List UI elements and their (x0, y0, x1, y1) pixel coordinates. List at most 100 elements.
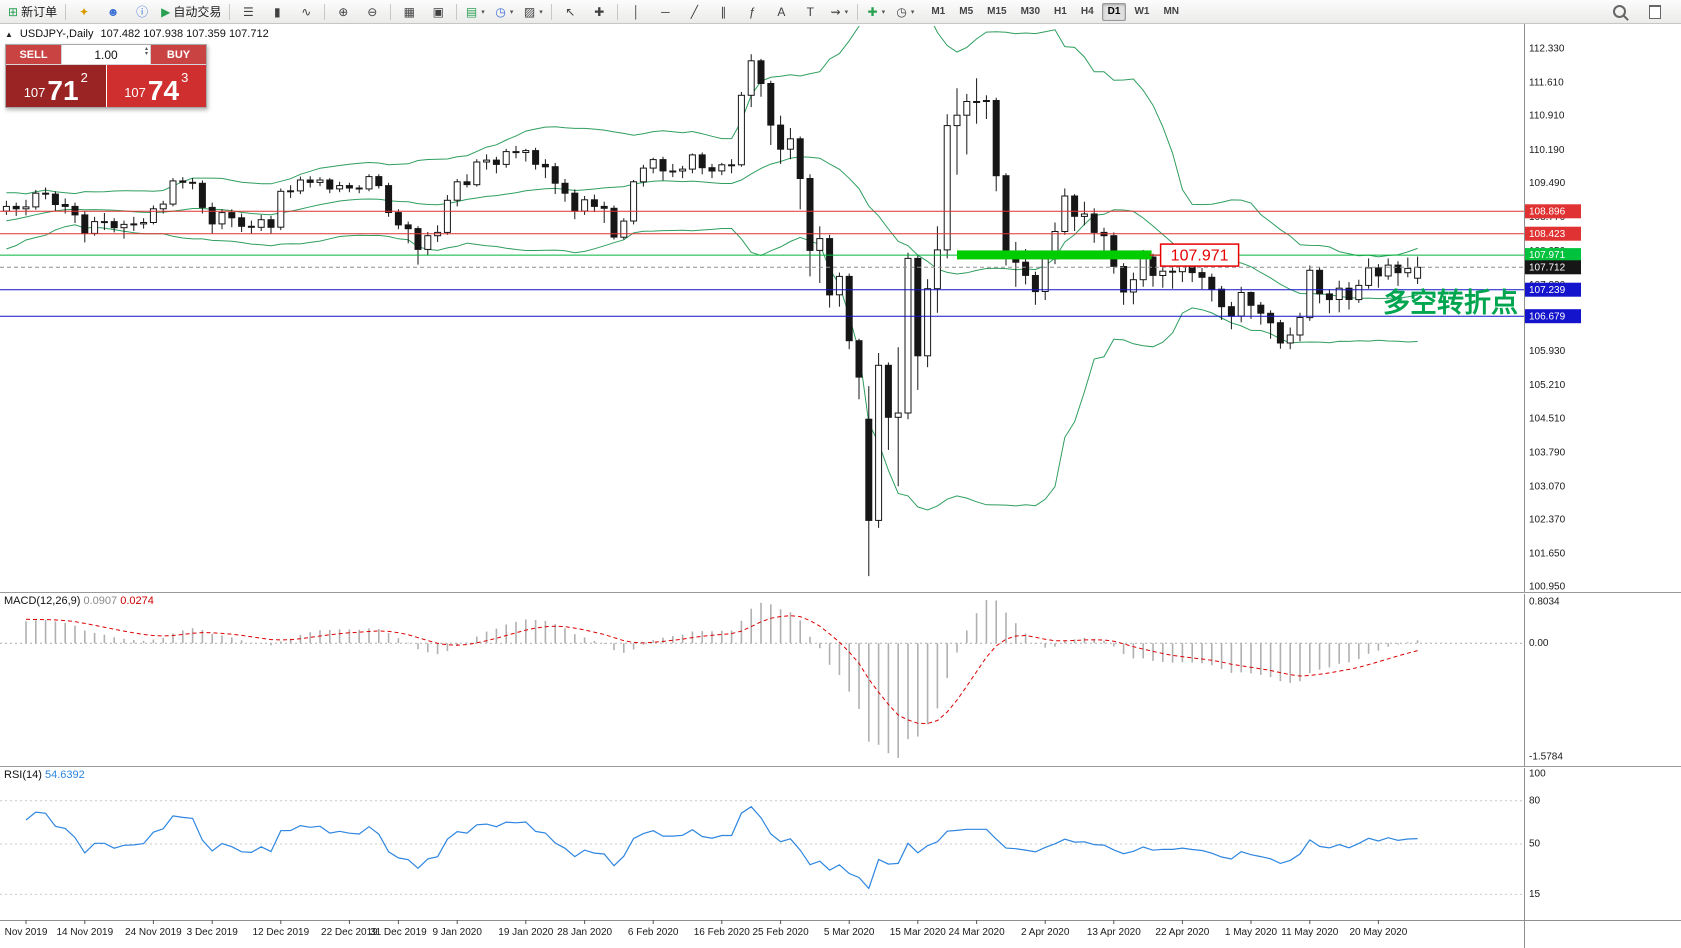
community-icon: ☻ (106, 4, 120, 19)
svg-text:25 Feb 2020: 25 Feb 2020 (753, 927, 810, 938)
timeframe-h1[interactable]: H1 (1054, 5, 1067, 17)
timeframe-m15[interactable]: M15 (987, 5, 1007, 17)
price-tag (1525, 204, 1581, 219)
community-button[interactable]: ☻ (99, 1, 127, 23)
svg-text:102.370: 102.370 (1529, 515, 1566, 526)
profiles-button[interactable]: ◷ ▾ (490, 1, 518, 23)
auto-trading-icon: ▶ (161, 4, 171, 19)
arrange-windows-button[interactable]: ▣ (424, 1, 452, 23)
toolbar-separator (456, 3, 458, 20)
tile-windows-button[interactable]: ▦ (395, 1, 423, 23)
rsi-line (25, 805, 1418, 890)
svg-text:50: 50 (1529, 839, 1541, 850)
one-click-toggle-icon[interactable]: ▲ (5, 29, 13, 39)
svg-text:0.00: 0.00 (1529, 638, 1549, 649)
svg-text:107.971: 107.971 (1529, 250, 1566, 261)
cn-annotation[interactable]: 多空转折点 (1383, 287, 1518, 318)
timeframe-h4[interactable]: H4 (1080, 5, 1094, 17)
buy-price-small: 107 (124, 85, 146, 100)
timeframe-m5[interactable]: M5 (959, 5, 974, 17)
macd-scale: 0.8034 0.00 -1.5784 (1529, 597, 1563, 763)
alert-button[interactable]: ✦ (70, 1, 98, 23)
crosshair-button[interactable]: ✚ (585, 1, 613, 23)
svg-text:108.423: 108.423 (1529, 229, 1566, 240)
document-icon (1649, 4, 1661, 19)
svg-text:100.950: 100.950 (1529, 582, 1566, 593)
chart-canvas[interactable]: 112.330111.610110.910110.190109.490108.7… (0, 24, 1681, 948)
auto-trading-button[interactable]: ▶ 自动交易 (157, 1, 225, 23)
text-button[interactable]: A (767, 1, 795, 23)
macd-indicator-label: MACD(12,26,9) 0.0907 0.0274 (4, 595, 154, 607)
volume-input[interactable]: 1.00 ▴ ▾ (61, 45, 151, 64)
spinner-down-icon[interactable]: ▾ (144, 50, 148, 57)
sell-price-button[interactable]: 107 71 2 (6, 65, 106, 107)
trendline-button[interactable]: ╱ (680, 1, 708, 23)
svg-text:12 Dec 2019: 12 Dec 2019 (252, 927, 309, 938)
chart-title: ▲ USDJPY-,Daily 107.482 107.938 107.359 … (5, 28, 269, 40)
price-tag (1525, 226, 1581, 241)
volume-spinner[interactable]: ▴ ▾ (144, 46, 148, 57)
timeframe-d1[interactable]: D1 (1101, 2, 1127, 21)
buy-button[interactable]: BUY (151, 45, 206, 64)
toolbar-separator (390, 3, 392, 20)
arrows-button[interactable]: ⇝ ▾ (825, 1, 853, 23)
alert-icon: ✦ (79, 4, 90, 19)
horizontal-line-icon: ─ (661, 4, 670, 19)
templates-button[interactable]: ▨ ▾ (519, 1, 547, 23)
toolbar-buttons: ⊞ 新订单 ✦ ☻ ⓘ ▶ 自动交易 ☰ ▮ ∿ ⊕ ⊖ ▦ ▣ ▤ ▾ ◷ ▾ ▨ ▾ ↖ ✚ │ ─ ╱ ∥ ƒ A T ⇝ ▾ ✚ ▾ ◷ ▾ (4, 1, 919, 23)
svg-text:107.239: 107.239 (1529, 285, 1566, 296)
svg-text:101.650: 101.650 (1529, 549, 1566, 560)
chart-window: 112.330111.610110.910110.190109.490108.7… (0, 24, 1681, 948)
svg-text:19 Jan 2020: 19 Jan 2020 (498, 927, 553, 938)
zoom-out-icon: ⊖ (367, 4, 378, 19)
ohlc-readout: 107.482 107.938 107.359 107.712 (100, 28, 269, 40)
svg-text:110.190: 110.190 (1529, 145, 1565, 156)
svg-text:5 Mar 2020: 5 Mar 2020 (824, 927, 875, 938)
text-label-button[interactable]: T (796, 1, 824, 23)
magnifier-icon (1612, 5, 1626, 18)
timeframe-w1[interactable]: W1 (1134, 5, 1150, 17)
timeframe-mn[interactable]: MN (1163, 5, 1179, 17)
zoom-in-button[interactable]: ⊕ (329, 1, 357, 23)
print-button[interactable] (1641, 1, 1669, 23)
line-chart-mode-button[interactable]: ∿ (292, 1, 320, 23)
svg-text:24 Mar 2020: 24 Mar 2020 (949, 927, 1006, 938)
svg-text:15: 15 (1529, 889, 1541, 900)
bar-chart-mode-button[interactable]: ☰ (234, 1, 262, 23)
equidistant-channel-icon: ∥ (720, 4, 727, 19)
auto-trading-button-label: 自动交易 (173, 5, 222, 19)
buy-price-button[interactable]: 107 74 3 (106, 65, 206, 107)
cursor-icon: ↖ (565, 4, 576, 19)
sell-button[interactable]: SELL (6, 45, 61, 64)
periods-button[interactable]: ◷ ▾ (891, 1, 919, 23)
rsi-indicator-label: RSI(14) 54.6392 (4, 769, 85, 781)
new-order-button[interactable]: ⊞ 新订单 (4, 1, 61, 23)
spinner-up-icon[interactable]: ▴ (144, 46, 148, 52)
candlestick-mode-button[interactable]: ▮ (263, 1, 291, 23)
vertical-line-icon: │ (632, 4, 641, 19)
chevron-down-icon: ▾ (844, 8, 849, 16)
indicators-button[interactable]: ✚ ▾ (862, 1, 890, 23)
equidistant-channel-button[interactable]: ∥ (709, 1, 737, 23)
timeframe-m1[interactable]: M1 (931, 5, 946, 17)
profiles-icon: ◷ (495, 4, 506, 19)
zoom-out-button[interactable]: ⊖ (358, 1, 386, 23)
svg-text:0.8034: 0.8034 (1529, 597, 1560, 608)
vertical-line-button[interactable]: │ (622, 1, 650, 23)
chevron-down-icon: ▾ (910, 8, 915, 16)
time-axis[interactable]: Nov 2019 14 Nov 2019 24 Nov 2019 3 Dec 2019… (5, 920, 1408, 938)
svg-text:11 May 2020: 11 May 2020 (1281, 927, 1339, 938)
candles (2, 54, 1422, 577)
horizontal-line-button[interactable]: ─ (651, 1, 679, 23)
info-button[interactable]: ⓘ (128, 1, 156, 23)
cursor-button[interactable]: ↖ (556, 1, 584, 23)
timeframe-m30[interactable]: M30 (1020, 5, 1041, 17)
price-callout-text: 107.971 (1171, 247, 1229, 264)
svg-text:1 May 2020: 1 May 2020 (1225, 927, 1278, 938)
level-lines[interactable] (0, 210, 1524, 317)
highlight-bar[interactable] (957, 250, 1152, 260)
price-callout-box[interactable] (1159, 243, 1240, 267)
new-chart-button[interactable]: ▤ ▾ (461, 1, 489, 23)
search-button[interactable] (1605, 1, 1633, 23)
fibonacci-button[interactable]: ƒ (738, 1, 766, 23)
